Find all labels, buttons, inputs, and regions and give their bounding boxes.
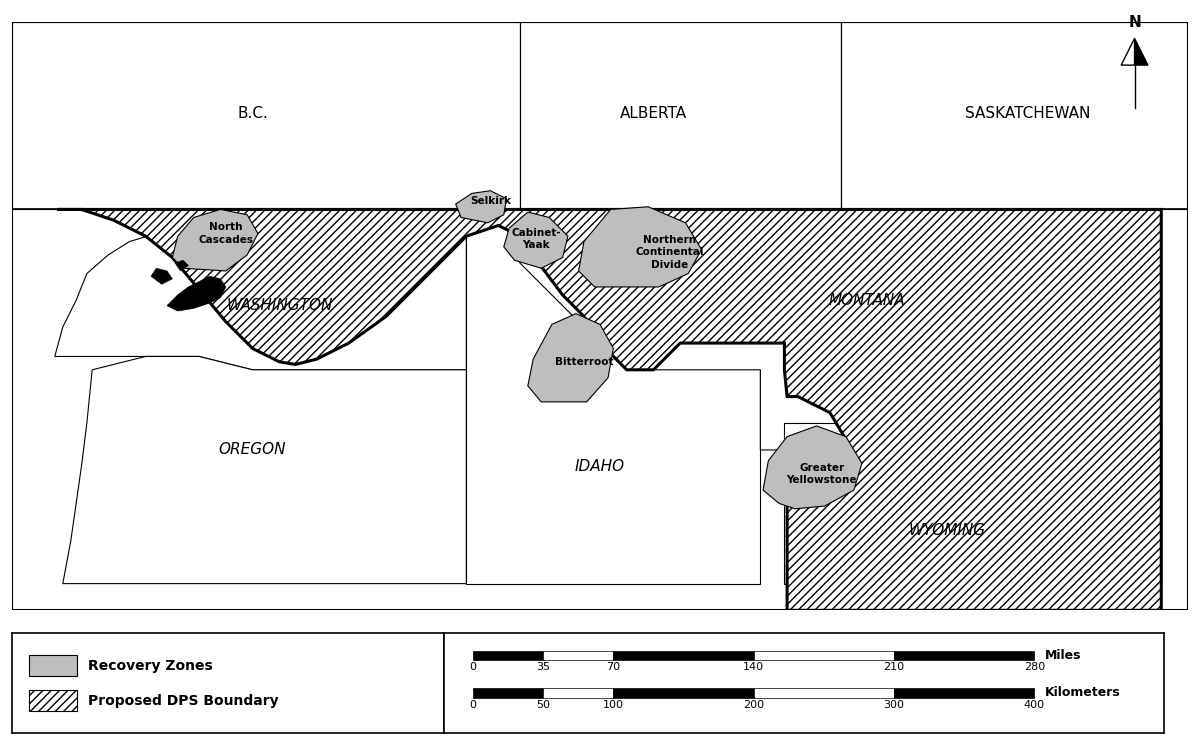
Text: Recovery Zones: Recovery Zones bbox=[88, 659, 212, 673]
Text: 0: 0 bbox=[469, 662, 476, 672]
Bar bbox=[613, 650, 754, 660]
Text: WASHINGTON: WASHINGTON bbox=[226, 298, 332, 313]
Text: 50: 50 bbox=[536, 699, 550, 710]
Text: 280: 280 bbox=[1024, 662, 1045, 672]
Polygon shape bbox=[167, 276, 226, 311]
Polygon shape bbox=[456, 191, 506, 223]
Bar bbox=[894, 650, 1034, 660]
Bar bbox=[473, 650, 542, 660]
Polygon shape bbox=[578, 206, 702, 287]
Polygon shape bbox=[1134, 38, 1148, 65]
Bar bbox=[542, 688, 613, 698]
Text: Northern
Continental
Divide: Northern Continental Divide bbox=[635, 235, 703, 269]
Text: OREGON: OREGON bbox=[218, 443, 287, 457]
Polygon shape bbox=[520, 22, 840, 209]
Bar bbox=[29, 690, 77, 711]
Polygon shape bbox=[151, 268, 173, 284]
Text: Bitterroot: Bitterroot bbox=[554, 357, 613, 367]
Bar bbox=[473, 688, 542, 698]
Bar bbox=[754, 688, 894, 698]
Text: Cabinet-
Yaak: Cabinet- Yaak bbox=[511, 228, 560, 250]
Polygon shape bbox=[55, 209, 467, 370]
Text: B.C.: B.C. bbox=[238, 106, 268, 121]
Bar bbox=[894, 688, 1034, 698]
Bar bbox=[29, 655, 77, 676]
Text: Miles: Miles bbox=[1045, 649, 1081, 662]
Text: MONTANA: MONTANA bbox=[829, 293, 906, 308]
Text: 300: 300 bbox=[883, 699, 905, 710]
Polygon shape bbox=[173, 209, 258, 271]
Polygon shape bbox=[528, 314, 613, 402]
Text: 210: 210 bbox=[883, 662, 905, 672]
Bar bbox=[542, 650, 613, 660]
Text: 0: 0 bbox=[469, 699, 476, 710]
Text: ALBERTA: ALBERTA bbox=[620, 106, 688, 121]
Polygon shape bbox=[517, 209, 1162, 450]
Text: Proposed DPS Boundary: Proposed DPS Boundary bbox=[88, 694, 278, 708]
Text: 35: 35 bbox=[536, 662, 550, 672]
Polygon shape bbox=[467, 209, 761, 584]
Polygon shape bbox=[785, 423, 1162, 584]
Text: 70: 70 bbox=[606, 662, 620, 672]
Text: IDAHO: IDAHO bbox=[575, 459, 625, 474]
Text: 140: 140 bbox=[743, 662, 764, 672]
Polygon shape bbox=[175, 260, 188, 271]
Polygon shape bbox=[62, 357, 467, 584]
Text: Greater
Yellowstone: Greater Yellowstone bbox=[786, 462, 857, 485]
Text: 400: 400 bbox=[1024, 699, 1045, 710]
Text: North
Cascades: North Cascades bbox=[198, 222, 253, 245]
Polygon shape bbox=[12, 22, 520, 209]
Text: 100: 100 bbox=[602, 699, 624, 710]
Text: 200: 200 bbox=[743, 699, 764, 710]
Text: WYOMING: WYOMING bbox=[908, 522, 986, 538]
Bar bbox=[754, 650, 894, 660]
Polygon shape bbox=[1121, 38, 1134, 65]
Text: Kilometers: Kilometers bbox=[1045, 687, 1121, 699]
Text: Selkirk: Selkirk bbox=[470, 196, 511, 206]
Text: SASKATCHEWAN: SASKATCHEWAN bbox=[965, 106, 1091, 121]
Polygon shape bbox=[58, 209, 1162, 610]
Bar bbox=[613, 688, 754, 698]
Polygon shape bbox=[840, 22, 1188, 209]
Polygon shape bbox=[504, 212, 568, 268]
Polygon shape bbox=[763, 426, 862, 509]
Text: N: N bbox=[1128, 16, 1141, 30]
